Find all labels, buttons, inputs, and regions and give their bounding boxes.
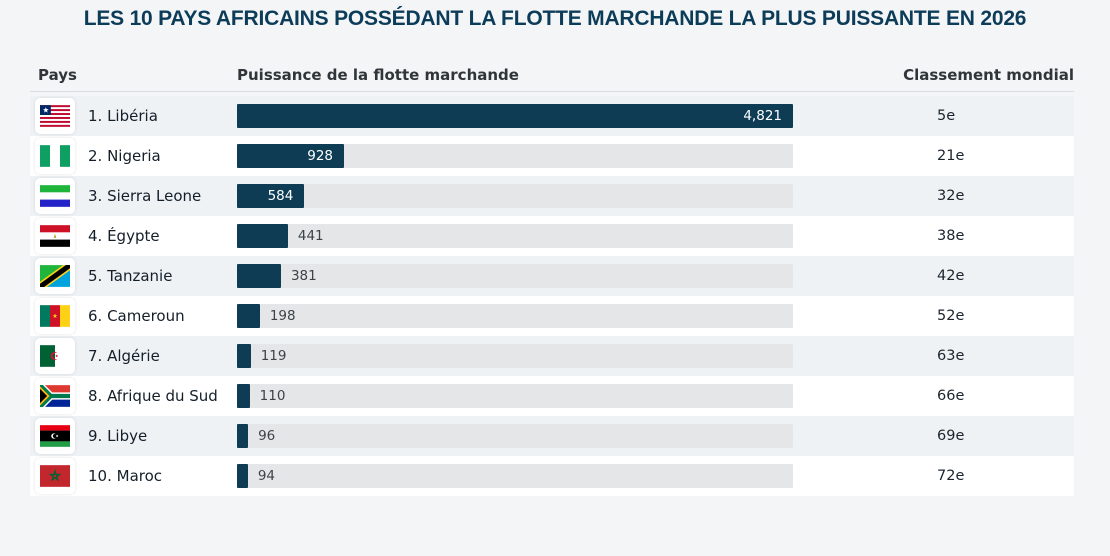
table-row: 9. Libye 96 69e — [30, 416, 1074, 456]
bar-track: 94 — [237, 464, 793, 488]
nigeria-flag-icon — [35, 138, 75, 174]
country-label: 3. Sierra Leone — [88, 187, 202, 205]
libya-flag-icon — [35, 418, 75, 454]
world-rank-value: 32e — [937, 188, 965, 204]
world-rank-value: 63e — [937, 348, 965, 364]
world-rank-value: 38e — [937, 228, 965, 244]
world-rank-value: 21e — [937, 148, 965, 164]
bar-track: 110 — [237, 384, 793, 408]
page-title: LES 10 PAYS AFRICAINS POSSÉDANT LA FLOTT… — [83, 7, 1027, 30]
bar-value-label: 4,821 — [743, 108, 782, 124]
bar-fill — [237, 384, 250, 408]
country-label: 8. Afrique du Sud — [88, 387, 218, 405]
table-row: 6. Cameroun 198 52e — [30, 296, 1074, 336]
table-rows: 1. Libéria 4,821 5e 2. Nigeria — [30, 96, 1074, 496]
country-label: 2. Nigeria — [88, 147, 161, 165]
table-row: 4. Égypte 441 38e — [30, 216, 1074, 256]
bar-cell: 441 — [237, 224, 793, 248]
bar-fill: 928 — [237, 144, 345, 168]
country-cell: 7. Algérie — [35, 336, 160, 376]
country-label: 7. Algérie — [88, 347, 160, 365]
bar-track: 584 — [237, 184, 793, 208]
world-rank-value: 52e — [937, 308, 965, 324]
bar-value-label: 198 — [269, 308, 296, 324]
south-africa-flag-icon — [35, 378, 75, 414]
column-header-country: Pays — [38, 66, 77, 84]
algeria-flag-icon — [35, 338, 75, 374]
country-cell: 3. Sierra Leone — [35, 176, 201, 216]
bar-track: 119 — [237, 344, 793, 368]
country-label: 1. Libéria — [88, 107, 158, 125]
country-cell: 9. Libye — [35, 416, 147, 456]
bar-value-label: 94 — [257, 468, 276, 484]
country-cell: 10. Maroc — [35, 456, 162, 496]
world-rank-value: 66e — [937, 388, 965, 404]
egypt-flag-icon — [35, 218, 75, 254]
world-rank-value: 5e — [937, 108, 956, 124]
country-cell: 5. Tanzanie — [35, 256, 172, 296]
bar-track: 441 — [237, 224, 793, 248]
table-row: 7. Algérie 119 63e — [30, 336, 1074, 376]
tanzania-flag-icon — [35, 258, 75, 294]
bar-value-label: 928 — [307, 148, 334, 164]
bar-cell: 381 — [237, 264, 793, 288]
bar-fill — [237, 304, 260, 328]
column-header-world-rank: Classement mondial — [903, 66, 1074, 84]
bar-track: 928 — [237, 144, 793, 168]
column-header-power: Puissance de la flotte marchande — [237, 66, 519, 84]
country-cell: 8. Afrique du Sud — [35, 376, 218, 416]
table-row: 8. Afrique du Sud 110 66e — [30, 376, 1074, 416]
bar-track: 198 — [237, 304, 793, 328]
sierra-leone-flag-icon — [35, 178, 75, 214]
bar-fill: 4,821 — [237, 104, 793, 128]
bar-cell: 198 — [237, 304, 793, 328]
table-row: 10. Maroc 94 72e — [30, 456, 1074, 496]
ranking-table: Pays Puissance de la flotte marchande Cl… — [30, 66, 1074, 496]
morocco-flag-icon — [35, 458, 75, 494]
bar-value-label: 584 — [267, 188, 294, 204]
bar-track: 96 — [237, 424, 793, 448]
country-label: 5. Tanzanie — [88, 267, 173, 285]
bar-fill — [237, 424, 249, 448]
country-cell: 6. Cameroun — [35, 296, 185, 336]
bar-fill: 584 — [237, 184, 305, 208]
bar-cell: 96 — [237, 424, 793, 448]
liberia-flag-icon — [35, 98, 75, 134]
bar-cell: 119 — [237, 344, 793, 368]
table-row: 5. Tanzanie 381 42e — [30, 256, 1074, 296]
country-cell: 2. Nigeria — [35, 136, 161, 176]
table-header: Pays Puissance de la flotte marchande Cl… — [30, 66, 1074, 92]
country-label: 10. Maroc — [88, 467, 163, 485]
cameroon-flag-icon — [35, 298, 75, 334]
world-rank-value: 69e — [937, 428, 965, 444]
bar-fill — [237, 344, 251, 368]
bar-cell: 928 — [237, 144, 793, 168]
country-label: 9. Libye — [88, 427, 148, 445]
country-label: 4. Égypte — [88, 227, 160, 245]
bar-cell: 110 — [237, 384, 793, 408]
bar-cell: 94 — [237, 464, 793, 488]
bar-track: 381 — [237, 264, 793, 288]
bar-value-label: 441 — [297, 228, 324, 244]
bar-value-label: 119 — [260, 348, 287, 364]
bar-cell: 584 — [237, 184, 793, 208]
world-rank-value: 72e — [937, 468, 965, 484]
bar-fill — [237, 224, 288, 248]
table-row: 2. Nigeria 928 21e — [30, 136, 1074, 176]
bar-track: 4,821 — [237, 104, 793, 128]
bar-cell: 4,821 — [237, 104, 793, 128]
bar-fill — [237, 264, 281, 288]
world-rank-value: 42e — [937, 268, 965, 284]
table-row: 3. Sierra Leone 584 32e — [30, 176, 1074, 216]
bar-value-label: 110 — [259, 388, 286, 404]
country-cell: 1. Libéria — [35, 96, 158, 136]
bar-fill — [237, 464, 248, 488]
country-cell: 4. Égypte — [35, 216, 160, 256]
table-row: 1. Libéria 4,821 5e — [30, 96, 1074, 136]
bar-value-label: 381 — [290, 268, 317, 284]
bar-value-label: 96 — [258, 428, 276, 444]
country-label: 6. Cameroun — [88, 307, 185, 325]
